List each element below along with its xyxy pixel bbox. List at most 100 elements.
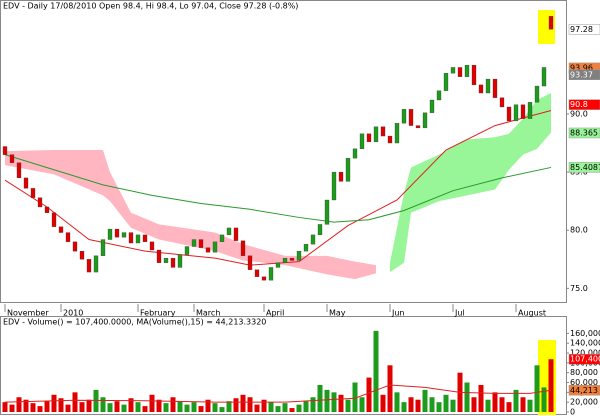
volume-bar [415, 399, 421, 412]
candle [156, 249, 162, 263]
price-panel [0, 0, 567, 303]
volume-bar [191, 402, 197, 412]
candle [345, 157, 351, 182]
volume-bar [520, 397, 526, 412]
x-tick-label: March [196, 309, 220, 318]
candle [37, 197, 43, 208]
volume-bar [275, 406, 281, 412]
candle [233, 227, 239, 241]
x-tick-label: February [140, 309, 176, 318]
candle [366, 133, 372, 143]
volume-bar [219, 407, 225, 412]
volume-bar [93, 389, 99, 412]
candle [205, 247, 211, 253]
volume-bar [485, 399, 491, 412]
volume-bar [177, 401, 183, 412]
value-marker-label: 88.365 [570, 128, 598, 137]
volume-bar [37, 406, 43, 412]
candle [352, 148, 358, 159]
volume-bar [58, 398, 64, 412]
volume-bar [429, 397, 435, 412]
candle [478, 84, 484, 94]
volume-bar [16, 397, 22, 412]
candle [219, 234, 225, 243]
value-marker-label: 85.4087 [570, 163, 600, 172]
candle [16, 162, 22, 179]
y-tick-label: 80.0 [570, 226, 588, 235]
volume-bar [240, 394, 246, 412]
volume-bar [86, 399, 92, 412]
volume-bar [303, 401, 309, 412]
volume-bar [233, 398, 239, 412]
candle [247, 255, 253, 270]
volume-bar [79, 402, 85, 412]
candle [394, 123, 400, 144]
indicator-line [4, 154, 552, 223]
volume-bar [212, 403, 218, 412]
volume-bar [128, 398, 134, 412]
y-tick-label: 75.0 [570, 284, 588, 293]
candle [436, 90, 442, 101]
x-tick-label: Jul [454, 309, 465, 318]
volume-bar [254, 404, 260, 412]
candle [254, 269, 260, 277]
volume-bar [443, 394, 449, 412]
candle [114, 228, 120, 238]
value-marker-label: 44,213 [570, 386, 598, 395]
cloud [390, 93, 551, 273]
volume-bar [345, 399, 351, 412]
volume-bar [289, 408, 295, 412]
candle [471, 64, 477, 86]
candle [282, 257, 288, 263]
candle [100, 239, 106, 256]
candle [135, 234, 141, 244]
candle [23, 177, 29, 189]
x-tick-label: 2010 [63, 309, 83, 318]
y-tick-label: 20,000 [570, 398, 598, 407]
value-marker [568, 353, 600, 365]
candle [198, 239, 204, 248]
candle [9, 154, 15, 163]
volume-bar [317, 384, 323, 412]
candle [548, 16, 554, 30]
candle [520, 104, 526, 119]
volume-bar [170, 397, 176, 412]
candle [65, 232, 71, 243]
volume-panel [0, 316, 567, 415]
volume-bar [387, 365, 393, 412]
candle [289, 257, 295, 261]
candle [387, 135, 393, 144]
value-marker [568, 24, 600, 35]
volume-bar [331, 392, 337, 412]
candle [58, 226, 64, 233]
y-tick-label: 140,000 [570, 339, 600, 348]
candle [513, 104, 519, 122]
candle [310, 234, 316, 245]
candle [142, 234, 148, 243]
candle [324, 199, 330, 225]
volume-bar [506, 402, 512, 412]
candle [534, 85, 540, 103]
candle [429, 99, 435, 113]
candle [373, 126, 379, 143]
candle [338, 171, 344, 182]
candle [422, 112, 428, 129]
candle [450, 67, 456, 74]
volume-bar [471, 397, 477, 412]
volume-bar [534, 365, 540, 412]
candle [121, 232, 127, 238]
volume-bar [65, 404, 71, 412]
volume-bar [450, 399, 456, 412]
volume-bar [380, 394, 386, 412]
volume-bar [492, 392, 498, 412]
x-tick-label: May [329, 309, 346, 318]
candle [191, 239, 197, 247]
candle [506, 106, 512, 122]
volume-bar [30, 403, 36, 412]
volume-bar [100, 397, 106, 412]
candle [541, 67, 547, 87]
volume-bar [296, 404, 302, 412]
candle [296, 251, 302, 261]
candle [177, 254, 183, 268]
candle [170, 257, 176, 268]
